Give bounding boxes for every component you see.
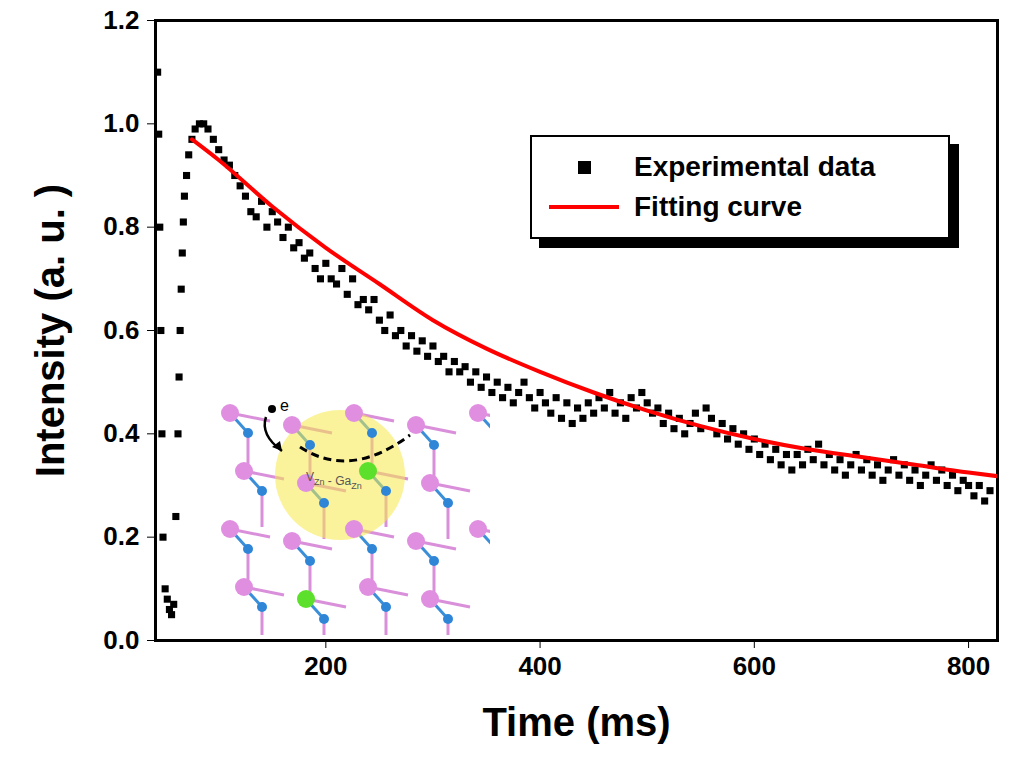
html-text:Fitting curve: Fitting curve <box>634 191 802 222</box>
svg-text:Time (ms): Time (ms) <box>482 700 670 744</box>
svg-text:0.8: 0.8 <box>103 211 139 241</box>
svg-text:0.2: 0.2 <box>103 521 139 551</box>
svg-text:400: 400 <box>518 651 561 681</box>
svg-text:e: e <box>280 397 289 414</box>
svg-text:0.6: 0.6 <box>103 315 139 345</box>
svg-text:0.0: 0.0 <box>103 625 139 655</box>
svg-text:1.0: 1.0 <box>103 108 139 138</box>
svg-text:1.2: 1.2 <box>103 5 139 35</box>
svg-text:800: 800 <box>947 651 990 681</box>
svg-text:Intensity (a. u. ): Intensity (a. u. ) <box>28 184 72 477</box>
svg-text:0.4: 0.4 <box>103 418 140 448</box>
html-text:Experimental data: Experimental data <box>634 151 876 182</box>
svg-text:200: 200 <box>304 651 347 681</box>
svg-text:VZn - GaZn: VZn - GaZn <box>306 470 362 491</box>
svg-text:600: 600 <box>733 651 776 681</box>
